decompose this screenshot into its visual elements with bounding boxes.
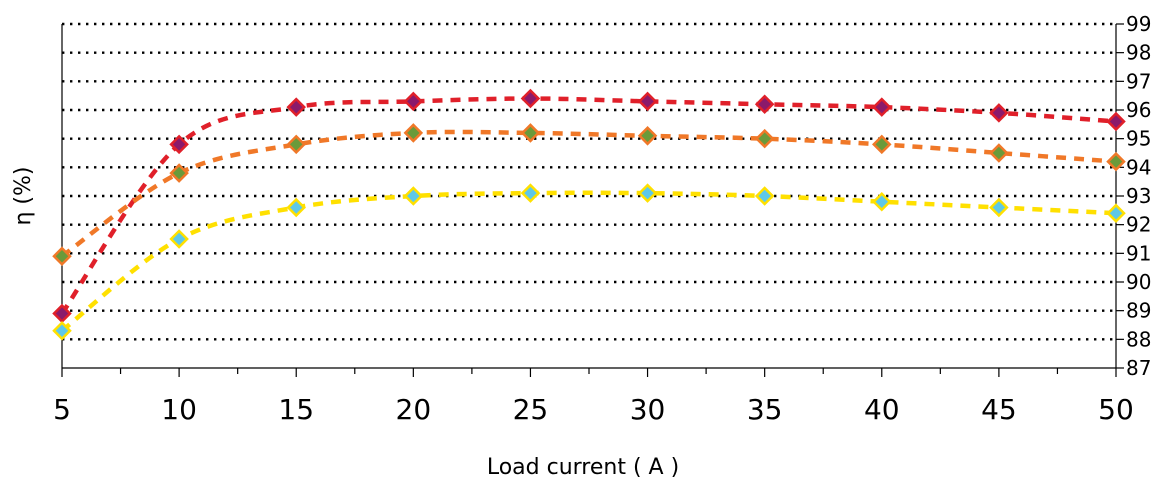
x-tick-label: 5 bbox=[53, 393, 71, 426]
axes bbox=[61, 23, 1124, 377]
series-1-point bbox=[872, 97, 892, 117]
series-1 bbox=[52, 88, 1126, 324]
series-3-point bbox=[1106, 203, 1126, 223]
series-2-point bbox=[286, 134, 306, 155]
series-3-point bbox=[989, 197, 1009, 218]
x-tick-label: 20 bbox=[396, 393, 432, 426]
y-tick-label: 88 bbox=[1126, 327, 1151, 351]
series-3-point bbox=[872, 191, 892, 212]
series-2-point bbox=[872, 134, 892, 155]
series-3-point bbox=[169, 229, 189, 249]
series-1-point bbox=[169, 134, 189, 155]
series-2-point bbox=[403, 123, 424, 143]
tick-labels: 87 88 89 90 91 92 93 94 95 96 97 98 99 5 10 15 20 25 30 35 4… bbox=[53, 12, 1151, 426]
y-tick-label: 92 bbox=[1126, 213, 1151, 237]
series-1-point bbox=[403, 91, 424, 112]
series-1-point bbox=[286, 97, 306, 117]
series-1-point bbox=[1106, 111, 1126, 132]
series-3-point bbox=[52, 320, 72, 341]
y-tick-label: 96 bbox=[1126, 98, 1151, 122]
series-2-point bbox=[52, 246, 72, 266]
series-2-point bbox=[989, 143, 1009, 163]
series-1-line bbox=[60, 96, 1117, 315]
series-1-point bbox=[520, 88, 541, 109]
series-2-point bbox=[520, 123, 541, 143]
series-1-point bbox=[754, 94, 775, 115]
gridlines bbox=[62, 22, 1116, 341]
y-tick-label: 98 bbox=[1126, 41, 1151, 65]
series-2-point bbox=[1106, 151, 1126, 172]
x-tick-label: 15 bbox=[278, 393, 314, 426]
y-tick-label: 95 bbox=[1126, 127, 1151, 151]
series-2-point bbox=[169, 163, 189, 183]
y-tick-label: 97 bbox=[1126, 69, 1151, 93]
x-axis-title: Load current ( A ) bbox=[487, 455, 679, 480]
series-2-point bbox=[637, 126, 658, 146]
y-tick-label: 90 bbox=[1126, 270, 1151, 294]
series-3-line bbox=[60, 190, 1117, 333]
y-tick-label: 89 bbox=[1126, 299, 1151, 323]
series-3-point bbox=[403, 186, 424, 206]
y-axis-title: η (%) bbox=[11, 166, 36, 225]
x-tick-label: 35 bbox=[747, 393, 783, 426]
x-tick-label: 30 bbox=[630, 393, 666, 426]
series-2-line bbox=[60, 129, 1117, 259]
x-tick-label: 40 bbox=[864, 393, 900, 426]
series-3-point bbox=[754, 186, 775, 206]
y-tick-label: 87 bbox=[1126, 356, 1151, 380]
series-3-point bbox=[637, 183, 658, 203]
series bbox=[52, 88, 1126, 341]
series-3 bbox=[52, 183, 1126, 341]
series-3-point bbox=[520, 183, 541, 203]
y-tick-label: 99 bbox=[1126, 12, 1151, 36]
series-1-point bbox=[637, 91, 658, 112]
series-1-point bbox=[989, 103, 1009, 123]
x-tick-label: 50 bbox=[1098, 393, 1134, 426]
y-tick-label: 94 bbox=[1126, 155, 1151, 179]
y-tick-label: 93 bbox=[1126, 184, 1151, 208]
x-tick-label: 45 bbox=[981, 393, 1017, 426]
x-tick-label: 25 bbox=[513, 393, 549, 426]
series-2 bbox=[52, 123, 1126, 266]
x-tick-label: 10 bbox=[161, 393, 197, 426]
y-tick-label: 91 bbox=[1126, 241, 1151, 265]
series-3-point bbox=[286, 197, 306, 218]
series-2-point bbox=[754, 128, 775, 149]
